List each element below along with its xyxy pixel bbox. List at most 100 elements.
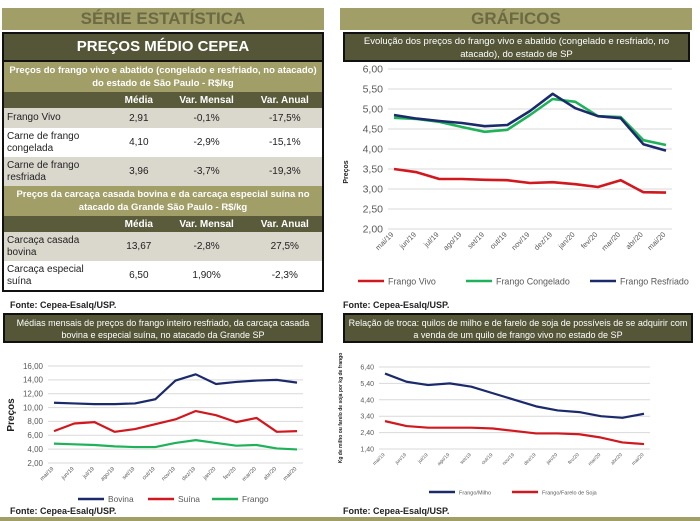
legend-label: Frango Congelado <box>496 277 570 287</box>
footer-strip <box>0 517 700 521</box>
x-tick-label: ago/19 <box>100 466 116 482</box>
chart-exchange-ratio: 1,40 2,40 3,40 4,40 5,40 6,40 mai/19 jun/19 jul/… <box>338 353 650 496</box>
x-tick-label: set/19 <box>459 452 473 466</box>
cell-value: -2,8% <box>165 232 248 261</box>
cell-value: -17,5% <box>247 108 322 128</box>
x-tick-label: mai/19 <box>39 466 55 482</box>
column-header: Var. Anual <box>247 216 322 232</box>
cell-value: -0,1% <box>165 108 248 128</box>
table-row: Carcaça casada bovina 13,67 -2,8% 27,5% <box>4 232 322 261</box>
cell-value: 1,90% <box>165 261 248 290</box>
y-tick-label: 2,00 <box>27 459 43 468</box>
cell-value: 4,10 <box>112 128 166 157</box>
chart3-source: Fonte: Cepea-Esalq/USP. <box>343 506 450 516</box>
table-row: Carcaça especial suína 6,50 1,90% -2,3% <box>4 261 322 290</box>
series-line-1 <box>53 409 298 433</box>
y-tick-label: 16,00 <box>23 362 44 371</box>
x-tick-label: abr/20 <box>624 230 645 251</box>
legend-label: Bovina <box>108 494 134 504</box>
y-tick-label: 3,00 <box>363 184 384 196</box>
column-header <box>4 216 112 232</box>
x-tick-label: nov/19 <box>501 452 516 467</box>
x-tick-label: out/19 <box>488 230 509 251</box>
row-label: Frango Vivo <box>4 108 112 128</box>
y-tick-label: 4,50 <box>363 124 384 136</box>
y-tick-label: 6,00 <box>27 431 43 440</box>
series-line-2 <box>393 92 667 152</box>
x-tick-label: mar/20 <box>587 452 602 467</box>
legend-label: Frango Vivo <box>388 277 436 287</box>
x-tick-label: mai/19 <box>372 452 387 467</box>
series-line-1 <box>384 420 645 446</box>
x-tick-label: out/19 <box>480 452 494 466</box>
y-tick-label: 10,00 <box>23 403 44 412</box>
chart2-source: Fonte: Cepea-Esalq/USP. <box>10 506 117 516</box>
table-row: Carne de frango congelada 4,10 -2,9% -15,1% <box>4 128 322 157</box>
y-axis-label: Kg de milho ou farelo de soja por kg de … <box>338 353 344 464</box>
x-tick-label: dez/19 <box>532 230 554 252</box>
cell-value: 27,5% <box>247 232 322 261</box>
legend-label: Frango Resfriado <box>620 277 689 287</box>
x-tick-label: jan/20 <box>556 230 577 251</box>
x-tick-label: set/19 <box>121 466 136 481</box>
y-tick-label: 4,00 <box>27 445 43 454</box>
x-tick-label: jun/19 <box>397 230 418 251</box>
column-header: Var. Mensal <box>165 92 248 108</box>
x-tick-label: fev/20 <box>567 452 581 466</box>
legend-label: Frango/Milho <box>459 490 491 496</box>
table-source: Fonte: Cepea-Esalq/USP. <box>10 300 117 310</box>
y-tick-label: 4,00 <box>363 144 384 156</box>
x-tick-label: mai/20 <box>631 452 646 467</box>
x-tick-label: nov/19 <box>161 466 177 482</box>
y-tick-label: 14,00 <box>23 376 44 385</box>
series-line-0 <box>384 372 645 419</box>
legend-label: Suína <box>178 494 200 504</box>
y-tick-label: 2,00 <box>363 224 384 236</box>
section-caption: Preços da carcaça casada bovina e da car… <box>4 186 322 216</box>
y-tick-label: 12,00 <box>23 390 44 399</box>
x-tick-label: out/19 <box>141 466 156 481</box>
y-tick-label: 2,40 <box>360 430 374 437</box>
x-tick-label: mar/20 <box>600 230 623 253</box>
x-tick-label: mar/20 <box>241 466 258 483</box>
column-header: Var. Mensal <box>165 216 248 232</box>
chart1-source: Fonte: Cepea-Esalq/USP. <box>343 300 450 310</box>
series-line-0 <box>393 167 667 194</box>
x-tick-label: jul/19 <box>82 466 96 480</box>
y-tick-label: 1,40 <box>360 446 374 453</box>
chart-meat-prices: 2,00 4,00 6,00 8,00 10,00 12,00 14,00 16,00 mai/… <box>6 362 303 504</box>
column-header: Média <box>112 216 166 232</box>
legend-label: Frango/Farelo de Soja <box>542 490 598 496</box>
x-tick-label: jul/19 <box>416 452 429 465</box>
y-tick-label: 3,40 <box>360 414 374 421</box>
x-tick-label: jun/19 <box>60 466 76 482</box>
x-tick-label: jan/20 <box>545 452 560 467</box>
cell-value: -2,9% <box>165 128 248 157</box>
series-line-0 <box>53 373 298 406</box>
chart2-title: Médias mensais de preços do frango intei… <box>3 313 323 343</box>
table-row: Carne de frango resfriada 3,96 -3,7% -19,3% <box>4 157 322 186</box>
cell-value: -19,3% <box>247 157 322 186</box>
y-tick-label: 5,00 <box>363 104 384 116</box>
x-tick-label: dez/19 <box>523 452 538 467</box>
y-tick-label: 5,40 <box>360 381 374 388</box>
cell-value: -2,3% <box>247 261 322 290</box>
y-tick-label: 4,40 <box>360 397 374 404</box>
row-label: Carne de frango resfriada <box>4 157 112 186</box>
x-tick-label: mai/20 <box>645 230 667 252</box>
x-tick-label: ago/19 <box>441 230 463 252</box>
x-tick-label: fev/20 <box>223 466 238 481</box>
x-tick-label: mai/20 <box>282 466 298 482</box>
x-tick-label: jan/20 <box>202 466 218 482</box>
row-label: Carcaça casada bovina <box>4 232 112 261</box>
cell-value: 2,91 <box>112 108 166 128</box>
left-section-header: SÉRIE ESTATÍSTICA <box>2 8 324 30</box>
cell-value: 13,67 <box>112 232 166 261</box>
legend-label: Frango <box>242 494 269 504</box>
y-tick-label: 2,50 <box>363 204 384 216</box>
y-tick-label: 3,50 <box>363 164 384 176</box>
series-line-2 <box>53 439 298 451</box>
x-tick-label: fev/20 <box>579 230 600 251</box>
x-tick-label: dez/19 <box>181 466 197 482</box>
prices-table: PREÇOS MÉDIO CEPEA Preços do frango vivo… <box>2 32 324 292</box>
